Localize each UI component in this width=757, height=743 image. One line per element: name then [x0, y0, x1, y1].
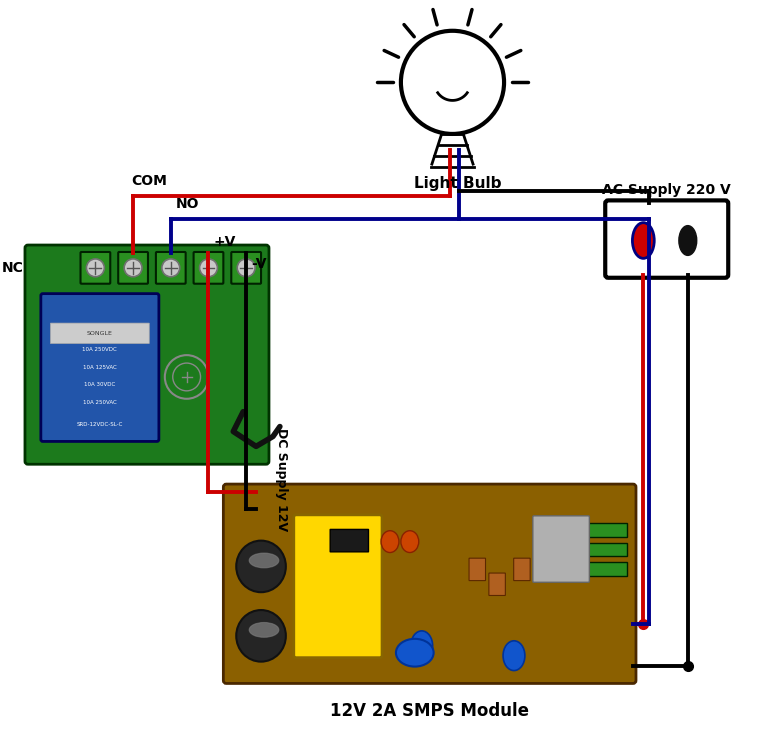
Ellipse shape: [236, 541, 286, 592]
FancyBboxPatch shape: [118, 252, 148, 284]
Bar: [585, 542, 627, 557]
Text: SRD-12VDC-SL-C: SRD-12VDC-SL-C: [76, 422, 123, 427]
Circle shape: [162, 259, 179, 277]
Bar: [585, 523, 627, 536]
Ellipse shape: [236, 610, 286, 661]
Text: NO: NO: [176, 198, 199, 211]
FancyBboxPatch shape: [25, 245, 269, 464]
FancyBboxPatch shape: [489, 573, 506, 595]
Ellipse shape: [632, 223, 654, 259]
Text: DC Supply 12V: DC Supply 12V: [276, 428, 288, 531]
Ellipse shape: [249, 553, 279, 568]
Circle shape: [237, 259, 255, 277]
FancyBboxPatch shape: [533, 516, 590, 583]
FancyBboxPatch shape: [330, 530, 369, 552]
Text: 10A 250VAC: 10A 250VAC: [83, 400, 117, 405]
FancyBboxPatch shape: [80, 252, 111, 284]
Circle shape: [86, 259, 104, 277]
Ellipse shape: [503, 640, 525, 671]
Ellipse shape: [381, 531, 399, 553]
Text: 12V 2A SMPS Module: 12V 2A SMPS Module: [330, 702, 529, 720]
Text: 10A 30VDC: 10A 30VDC: [84, 383, 116, 387]
FancyBboxPatch shape: [232, 252, 261, 284]
FancyBboxPatch shape: [294, 515, 382, 658]
FancyBboxPatch shape: [194, 252, 223, 284]
Text: 10A 250VDC: 10A 250VDC: [83, 347, 117, 351]
Circle shape: [200, 259, 217, 277]
FancyBboxPatch shape: [223, 484, 636, 684]
Ellipse shape: [396, 639, 434, 666]
Bar: [585, 562, 627, 577]
Text: SONGLE: SONGLE: [87, 331, 113, 336]
Ellipse shape: [679, 226, 696, 256]
Circle shape: [124, 259, 142, 277]
Text: +V: +V: [213, 235, 236, 249]
FancyBboxPatch shape: [156, 252, 185, 284]
FancyBboxPatch shape: [469, 558, 485, 580]
FancyBboxPatch shape: [606, 201, 728, 278]
Text: -V: -V: [251, 257, 266, 270]
FancyBboxPatch shape: [51, 323, 149, 343]
Text: Light Bulb: Light Bulb: [413, 175, 501, 191]
FancyBboxPatch shape: [41, 293, 159, 441]
FancyBboxPatch shape: [514, 558, 530, 580]
Text: NC: NC: [2, 261, 24, 275]
Ellipse shape: [249, 623, 279, 637]
Text: 10A 125VAC: 10A 125VAC: [83, 365, 117, 369]
Text: AC Supply 220 V: AC Supply 220 V: [603, 184, 731, 198]
Text: COM: COM: [131, 175, 167, 189]
Ellipse shape: [411, 631, 433, 661]
Ellipse shape: [401, 531, 419, 553]
